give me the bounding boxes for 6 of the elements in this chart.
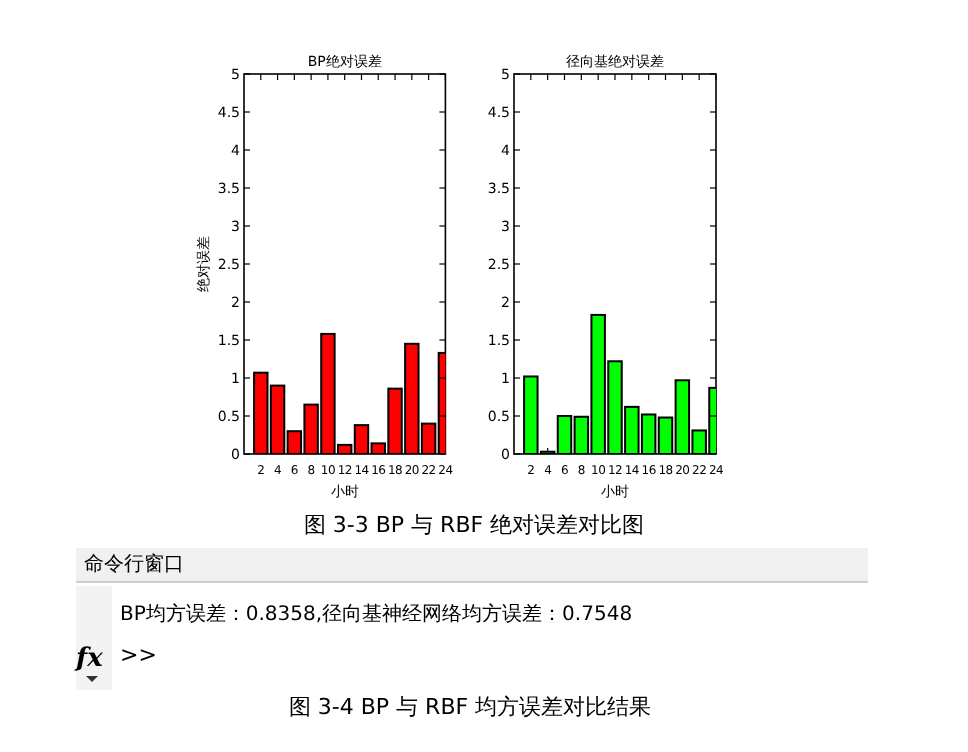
text: BP均方误差：0.8358,径向基神经网络均方误差：0.7548 <box>120 602 633 626</box>
text: 命令行窗口 <box>84 552 184 576</box>
text: fx <box>74 644 104 674</box>
text: >> <box>120 642 157 668</box>
caption: 图 3-3 BP 与 RBF 绝对误差对比图 <box>303 512 645 538</box>
caption: 图 3-4 BP 与 RBF 均方误差对比结果 <box>288 694 652 720</box>
